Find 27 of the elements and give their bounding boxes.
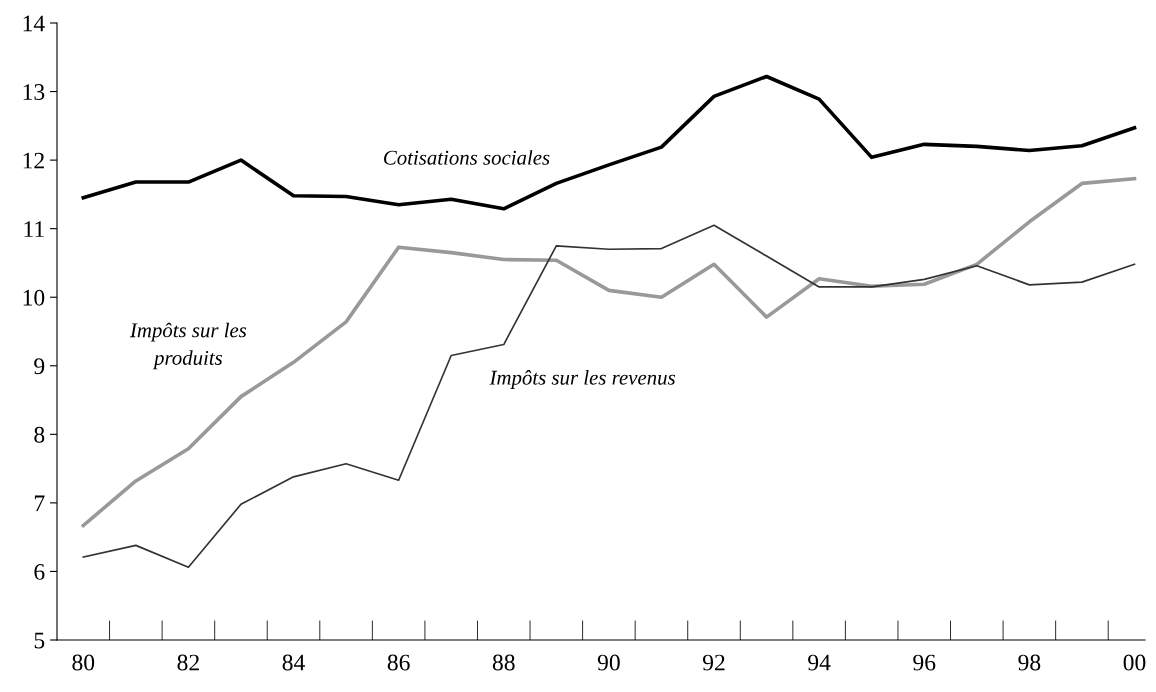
x-tick-label: 86 xyxy=(387,654,410,671)
y-tick-label: 9 xyxy=(34,358,45,375)
line-series xyxy=(81,74,1137,211)
y-tick-label: 12 xyxy=(23,152,44,169)
series-label: Impôts sur les revenus xyxy=(489,370,676,389)
y-tick-label: 14 xyxy=(23,15,45,32)
y-tick-label: 8 xyxy=(34,426,45,443)
x-tick-label: 98 xyxy=(1018,654,1041,671)
x-tick-label: 84 xyxy=(282,654,305,671)
x-tick-label: 80 xyxy=(72,654,95,671)
y-tick-label: 10 xyxy=(23,289,45,306)
y-tick-label: 5 xyxy=(34,632,45,649)
x-tick-label: 90 xyxy=(597,654,620,671)
x-tick-label: 94 xyxy=(808,654,831,671)
series-label: Impôts sur les produits xyxy=(129,322,247,370)
x-tick-label: 00 xyxy=(1123,654,1146,671)
line-series xyxy=(82,224,1136,569)
series-label: Cotisations sociales xyxy=(384,150,550,165)
y-tick-label: 7 xyxy=(34,495,45,512)
x-tick-label: 92 xyxy=(702,654,725,671)
y-tick-label: 11 xyxy=(24,221,44,237)
y-tick-label: 6 xyxy=(34,564,45,580)
x-tick-label: 82 xyxy=(177,654,199,671)
line-series xyxy=(81,176,1137,528)
y-tick-label: 13 xyxy=(23,84,45,100)
x-tick-label: 88 xyxy=(492,654,515,671)
x-tick-label: 96 xyxy=(913,654,936,671)
